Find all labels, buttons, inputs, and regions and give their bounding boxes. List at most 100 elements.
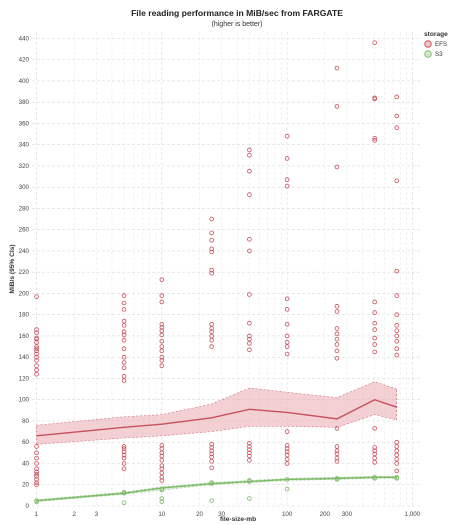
- efs-point: [372, 40, 377, 45]
- s3-point: [334, 477, 340, 482]
- efs-point: [334, 326, 340, 331]
- y-tick-label: 60: [22, 439, 29, 446]
- axis-ticks: 0204060801001201401601802002202402602803…: [19, 35, 421, 518]
- y-tick-label: 160: [19, 333, 30, 340]
- y-tick-label: 80: [22, 418, 29, 425]
- efs-point: [34, 450, 39, 456]
- efs-point: [121, 466, 127, 472]
- efs-point: [159, 338, 165, 344]
- y-tick-label: 0: [26, 503, 30, 510]
- efs-point: [159, 348, 165, 354]
- efs-point: [372, 335, 377, 341]
- efs-point: [159, 466, 165, 472]
- efs-point: [247, 320, 252, 326]
- efs-point: [247, 453, 252, 459]
- efs-point: [334, 444, 340, 449]
- efs-point: [159, 450, 165, 456]
- efs-point: [121, 360, 127, 365]
- efs-point: [394, 456, 400, 462]
- efs-point: [121, 444, 127, 449]
- s3-point: [394, 476, 400, 481]
- efs-point: [394, 312, 400, 317]
- efs-point: [247, 458, 252, 463]
- efs-point: [284, 449, 290, 455]
- efs-point: [121, 346, 127, 352]
- efs-point: [209, 448, 214, 454]
- s3-point: [159, 499, 165, 505]
- efs-point: [34, 346, 39, 352]
- efs-point: [394, 333, 400, 339]
- efs-point: [121, 449, 127, 455]
- y-tick-label: 420: [19, 57, 30, 64]
- efs-point: [34, 444, 39, 449]
- efs-point: [159, 363, 165, 369]
- efs-point: [394, 461, 400, 466]
- efs-point: [159, 443, 165, 448]
- efs-point: [159, 354, 165, 360]
- efs-point: [121, 293, 127, 298]
- efs-point: [159, 344, 165, 349]
- efs-point: [372, 451, 377, 457]
- efs-point: [394, 452, 400, 458]
- efs-point: [372, 426, 377, 431]
- efs-point: [334, 331, 340, 337]
- efs-point: [34, 330, 39, 336]
- efs-ci-upper: [36, 381, 397, 426]
- efs-point: [209, 442, 214, 447]
- x-tick-label: 1: [35, 511, 39, 518]
- efs-point: [334, 104, 340, 109]
- efs-point: [394, 468, 400, 474]
- x-tick-label: 3: [95, 511, 99, 518]
- efs-point: [372, 327, 377, 332]
- efs-point: [334, 355, 340, 361]
- s3-point: [121, 500, 127, 506]
- efs-point: [372, 460, 377, 465]
- y-tick-label: 100: [19, 397, 30, 404]
- efs-point: [34, 471, 39, 477]
- efs-point: [372, 342, 377, 347]
- efs-point: [159, 463, 165, 468]
- efs-point: [247, 147, 252, 153]
- efs-point: [121, 332, 127, 338]
- efs-point: [247, 248, 252, 254]
- efs-point: [372, 455, 377, 461]
- y-axis-label: MiB/s (95% CIs): [9, 244, 16, 293]
- efs-point: [34, 327, 39, 332]
- efs-point: [209, 267, 214, 273]
- efs-point: [334, 426, 340, 431]
- y-tick-label: 20: [22, 482, 29, 489]
- x-tick-label: 300: [342, 511, 353, 518]
- efs-point: [159, 458, 165, 463]
- efs-point: [284, 461, 290, 466]
- efs-point: [209, 246, 214, 252]
- chart-subtitle: (higher is better): [212, 21, 263, 28]
- efs-point: [247, 444, 252, 449]
- efs-point: [394, 323, 400, 328]
- efs-point: [334, 451, 340, 457]
- efs-point: [34, 358, 39, 363]
- efs-point: [121, 378, 127, 383]
- efs-point: [372, 448, 377, 454]
- legend-swatch-s3: [424, 50, 432, 58]
- efs-point: [209, 333, 214, 339]
- efs-point: [372, 135, 377, 141]
- efs-point: [34, 351, 39, 357]
- efs-point: [34, 354, 39, 360]
- efs-point: [394, 338, 400, 344]
- efs-point: [284, 156, 290, 161]
- efs-point: [334, 448, 340, 454]
- legend-label-efs: EFS: [435, 41, 447, 48]
- efs-point: [372, 138, 377, 143]
- x-tick-label: 10: [158, 511, 165, 518]
- s3-point: [247, 496, 252, 501]
- s3-point: [159, 496, 165, 501]
- efs-point: [121, 329, 127, 335]
- efs-point: [34, 340, 39, 345]
- efs-point: [209, 337, 214, 343]
- efs-point: [34, 367, 39, 373]
- efs-point: [394, 328, 400, 333]
- y-tick-label: 300: [19, 184, 30, 191]
- efs-point: [159, 478, 165, 483]
- efs-point: [247, 450, 252, 456]
- x-tick-label: 200: [320, 511, 331, 518]
